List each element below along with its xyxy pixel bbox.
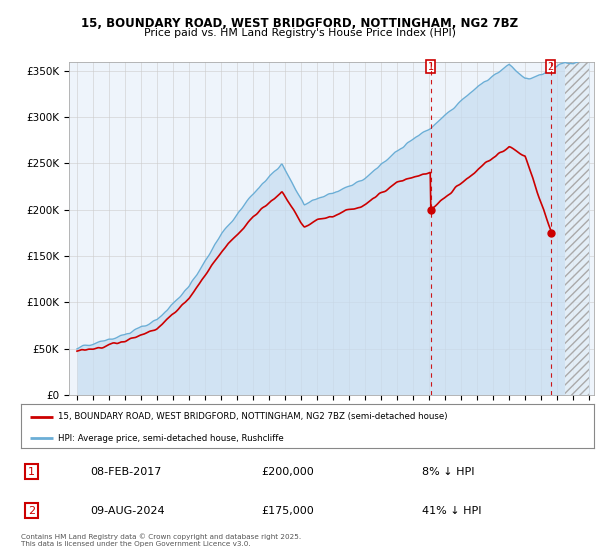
Text: 15, BOUNDARY ROAD, WEST BRIDGFORD, NOTTINGHAM, NG2 7BZ (semi-detached house): 15, BOUNDARY ROAD, WEST BRIDGFORD, NOTTI… [58, 412, 448, 421]
Text: £200,000: £200,000 [262, 466, 314, 477]
Text: 15, BOUNDARY ROAD, WEST BRIDGFORD, NOTTINGHAM, NG2 7BZ: 15, BOUNDARY ROAD, WEST BRIDGFORD, NOTTI… [82, 17, 518, 30]
Text: 09-AUG-2024: 09-AUG-2024 [90, 506, 164, 516]
Text: Contains HM Land Registry data © Crown copyright and database right 2025.
This d: Contains HM Land Registry data © Crown c… [21, 533, 301, 547]
Text: £175,000: £175,000 [262, 506, 314, 516]
Text: 1: 1 [428, 62, 434, 72]
Text: 1: 1 [28, 466, 35, 477]
Text: 41% ↓ HPI: 41% ↓ HPI [422, 506, 482, 516]
Text: 8% ↓ HPI: 8% ↓ HPI [422, 466, 475, 477]
Text: 08-FEB-2017: 08-FEB-2017 [90, 466, 161, 477]
Text: 2: 2 [548, 62, 554, 72]
Text: Price paid vs. HM Land Registry's House Price Index (HPI): Price paid vs. HM Land Registry's House … [144, 28, 456, 38]
Text: HPI: Average price, semi-detached house, Rushcliffe: HPI: Average price, semi-detached house,… [58, 434, 284, 443]
Text: 2: 2 [28, 506, 35, 516]
